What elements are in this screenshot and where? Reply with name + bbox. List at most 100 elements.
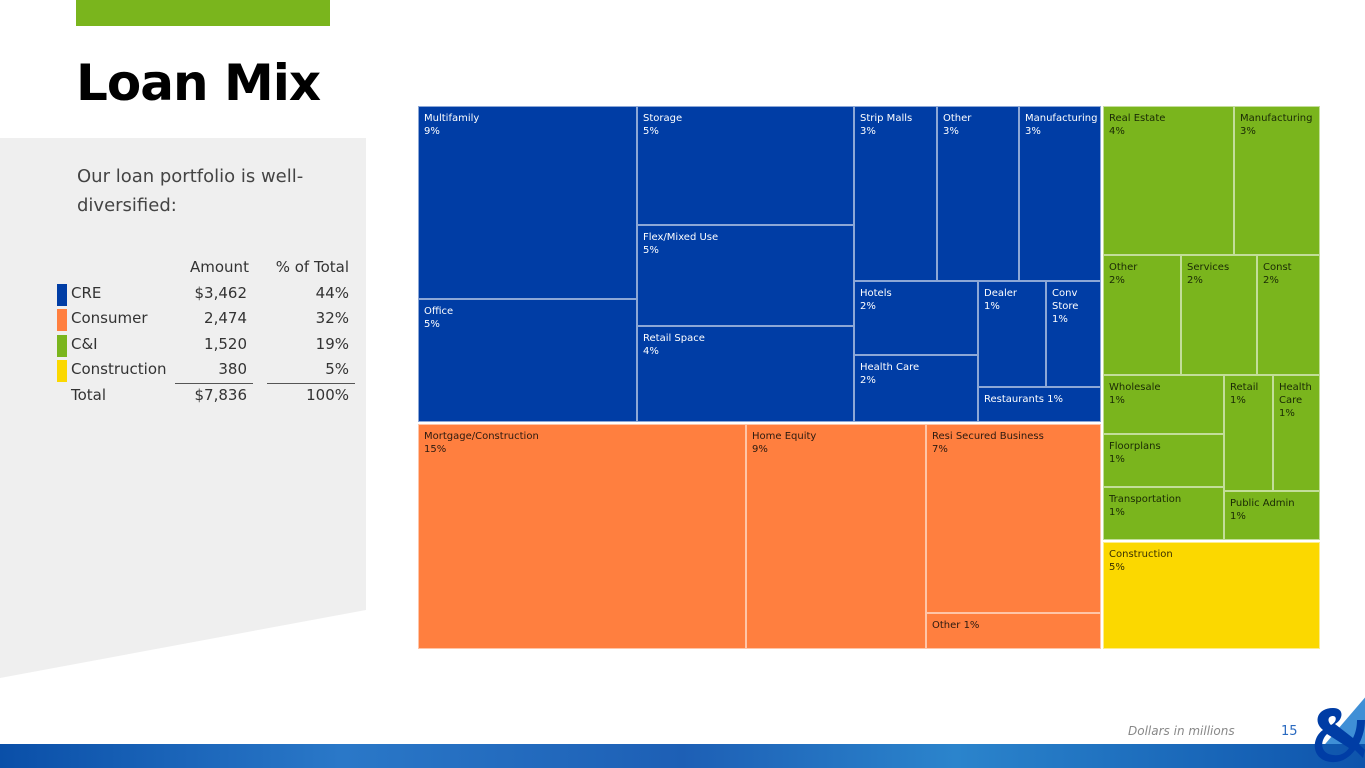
treemap-cell-name: Other xyxy=(1109,262,1138,273)
treemap-cell: Other 2% xyxy=(1103,255,1181,375)
intro-text: Our loan portfolio is well-diversified: xyxy=(77,166,304,216)
treemap-cell: Conv Store 1% xyxy=(1046,281,1101,387)
treemap-cell-pct: 5% xyxy=(1109,562,1125,573)
ci-swatch xyxy=(57,334,67,357)
treemap-cell: Services 2% xyxy=(1181,255,1257,375)
treemap-cell-name: Flex/Mixed Use xyxy=(643,232,719,243)
treemap-cell-pct: 5% xyxy=(643,245,659,256)
treemap-cell-name: Strip Malls xyxy=(860,113,913,124)
page-number: 15 xyxy=(1281,724,1298,739)
treemap-cell-pct: 9% xyxy=(752,444,768,455)
treemap-cell-pct: 1% xyxy=(1230,395,1246,406)
treemap-cell-name: Floorplans xyxy=(1109,441,1161,452)
treemap-cell-name: Other 1% xyxy=(932,620,980,631)
treemap-cell: Floorplans 1% xyxy=(1103,434,1224,487)
treemap-cell-pct: 1% xyxy=(1052,314,1068,325)
treemap-cell: Hotels 2% xyxy=(854,281,978,355)
row-label: CRE xyxy=(71,283,102,302)
treemap-cell-name: Multifamily xyxy=(424,113,480,124)
row-pct: 44% xyxy=(315,283,349,302)
treemap-cell: Transportation 1% xyxy=(1103,487,1224,540)
accent-bar xyxy=(76,0,330,26)
row-amount: $3,462 xyxy=(194,283,248,302)
treemap-cell-pct: 9% xyxy=(424,126,440,137)
treemap-cell-name: Services xyxy=(1187,262,1230,273)
total-pct: 100% xyxy=(306,385,349,404)
treemap-cell: Retail 1% xyxy=(1224,375,1273,491)
treemap-cell: Health Care 1% xyxy=(1273,375,1320,491)
row-pct: 32% xyxy=(315,309,349,327)
page-title: Loan Mix xyxy=(76,54,321,112)
treemap-cell-name: Const xyxy=(1263,262,1292,273)
treemap-cell-name: Hotels xyxy=(860,288,892,299)
treemap-cell-pct: 4% xyxy=(1109,126,1125,137)
pct-total-rule xyxy=(267,382,355,384)
consumer-swatch xyxy=(57,309,67,331)
treemap-cell-pct: 5% xyxy=(424,319,440,330)
treemap-cell-pct: 7% xyxy=(932,444,948,455)
treemap-cell: Health Care 2% xyxy=(854,355,978,422)
treemap-cell-name: Health Care xyxy=(860,362,920,373)
treemap-cell-name: Public Admin xyxy=(1230,498,1295,509)
treemap-cell-name: Resi Secured Business xyxy=(932,431,1044,442)
treemap-cell: Manufacturing 3% xyxy=(1019,106,1101,281)
footer-band xyxy=(0,744,1365,768)
treemap-cell-pct: 1% xyxy=(1109,395,1125,406)
treemap-cell-pct: 3% xyxy=(943,126,959,137)
row-label: Construction xyxy=(71,360,167,378)
treemap-cell: Home Equity 9% xyxy=(746,424,926,649)
treemap-cell-name: Home Equity xyxy=(752,431,817,442)
treemap-cell-pct: 2% xyxy=(860,375,876,386)
treemap-cell-name: Manufacturing xyxy=(1240,113,1313,124)
row-amount: 2,474 xyxy=(204,309,247,327)
treemap-cell: Dealer 1% xyxy=(978,281,1046,387)
total-amount: $7,836 xyxy=(194,385,248,404)
treemap-cell: Real Estate 4% xyxy=(1103,106,1234,255)
treemap-cell-pct: 1% xyxy=(984,301,1000,312)
treemap-cell: Retail Space 4% xyxy=(637,326,854,422)
side-panel xyxy=(0,138,366,678)
treemap-cell: Construction 5% xyxy=(1103,542,1320,649)
treemap-cell-name: Mortgage/Construction xyxy=(424,431,539,442)
treemap-cell-name: Storage xyxy=(643,113,683,124)
treemap-cell-name: Restaurants 1% xyxy=(984,394,1063,405)
footnote: Dollars in millions xyxy=(1128,724,1235,738)
treemap-cell-name: Health Care xyxy=(1279,382,1312,406)
treemap-cell-pct: 2% xyxy=(1263,275,1279,286)
treemap-cell: Storage 5% xyxy=(637,106,854,225)
treemap-cell: Mortgage/Construction 15% xyxy=(418,424,746,649)
treemap-cell: Manufacturing 3% xyxy=(1234,106,1320,255)
construction-swatch xyxy=(57,360,67,382)
treemap-cell-name: Manufacturing xyxy=(1025,113,1098,124)
treemap-cell-pct: 2% xyxy=(860,301,876,312)
treemap-cell-pct: 1% xyxy=(1230,511,1246,522)
ampersand-logo-icon xyxy=(1314,708,1365,763)
treemap-cell-pct: 2% xyxy=(1187,275,1203,286)
treemap-cell-pct: 5% xyxy=(643,126,659,137)
row-label: C&I xyxy=(71,334,98,353)
treemap-cell-pct: 1% xyxy=(1109,454,1125,465)
treemap-cell-name: Dealer xyxy=(984,288,1018,299)
amount-total-rule xyxy=(175,382,253,384)
row-label: Consumer xyxy=(71,309,148,327)
treemap-cell-pct: 1% xyxy=(1109,507,1125,518)
treemap-cell: Strip Malls 3% xyxy=(854,106,937,281)
treemap-cell-name: Other xyxy=(943,113,972,124)
treemap-cell: Public Admin 1% xyxy=(1224,491,1320,540)
treemap-cell: Other 1% xyxy=(926,613,1101,649)
treemap-cell: Resi Secured Business 7% xyxy=(926,424,1101,613)
treemap-cell: Wholesale 1% xyxy=(1103,375,1224,434)
row-pct: 5% xyxy=(325,360,349,378)
treemap-cell-name: Office xyxy=(424,306,454,317)
treemap-cell-pct: 3% xyxy=(1025,126,1041,137)
total-label: Total xyxy=(71,385,107,404)
row-amount: 1,520 xyxy=(204,334,247,353)
amount-header: Amount xyxy=(190,258,249,276)
row-amount: 380 xyxy=(218,360,247,378)
treemap-cell: Flex/Mixed Use 5% xyxy=(637,225,854,326)
treemap-cell-pct: 15% xyxy=(424,444,447,455)
treemap-cell-pct: 3% xyxy=(860,126,876,137)
treemap-cell-name: Real Estate xyxy=(1109,113,1166,124)
treemap-cell-name: Retail xyxy=(1230,382,1259,393)
row-pct: 19% xyxy=(315,334,349,353)
